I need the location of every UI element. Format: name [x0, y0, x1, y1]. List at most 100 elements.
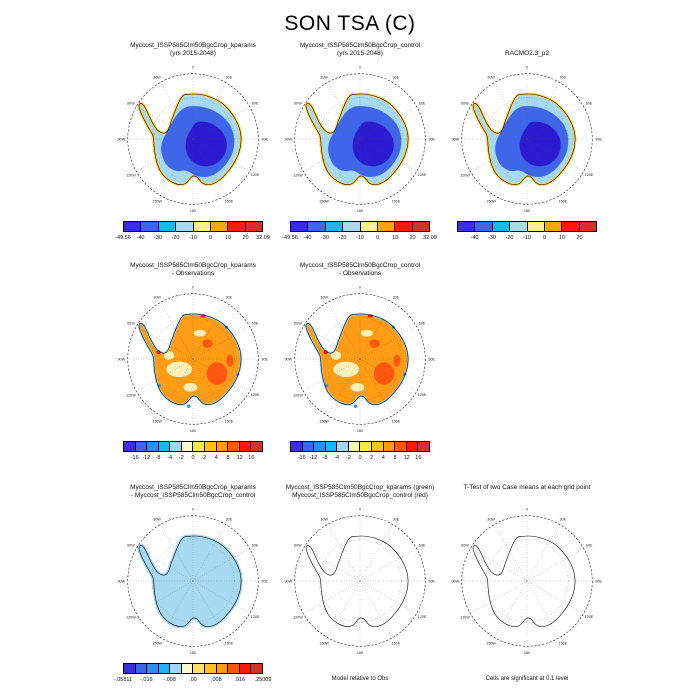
panel-title: Myccost_ISSP585Clm50BgcCrop_kparams - Ob…: [105, 262, 281, 279]
svg-text:120E: 120E: [251, 615, 260, 619]
panel-racmo-field: RACMO2.3_p2 0 30E 60E 90E 120E 150E 180 150W 120…: [439, 42, 615, 243]
svg-text:120W: 120W: [293, 173, 303, 177]
svg-text:60W: 60W: [461, 543, 469, 547]
antarctica-map: 0 30E 60E 90E 120E 150E 180 150W 120W 90W 60W 30W: [281, 60, 439, 218]
colorbar-segment: [124, 222, 142, 231]
svg-text:0: 0: [359, 66, 361, 70]
colorbar-segment: [210, 222, 229, 231]
colorbar-segment: [325, 442, 338, 451]
panel-title: RACMO2.3_p2: [439, 42, 615, 59]
antarctica-map-svg: 0 30E 60E 90E 120E 150E 180 150W 120W 90W 60W 30W: [118, 286, 269, 433]
svg-text:30W: 30W: [320, 75, 328, 79]
svg-text:120W: 120W: [126, 615, 136, 619]
svg-text:150W: 150W: [486, 199, 496, 203]
colorbar-segment: [205, 664, 217, 673]
panel-title-line1: Myccost_ISSP585Clm50BgcCrop_kparams: [130, 262, 256, 269]
svg-text:180: 180: [190, 651, 196, 655]
colorbar-tick-label: -16: [130, 455, 139, 461]
svg-text:0: 0: [192, 66, 194, 70]
panel-kparams-field: Myccost_ISSP585Clm50BgcCrop_kparams (yrs…: [105, 42, 281, 243]
colorbar-segment: [245, 222, 262, 231]
svg-text:180: 180: [357, 429, 363, 433]
svg-text:180: 180: [190, 209, 196, 213]
svg-text:30E: 30E: [393, 517, 400, 521]
antarctica-map: 0 30E 60E 90E 120E 150E 180 150W 120W 90W 60W 30W: [114, 280, 272, 438]
panel-title: Myccost_ISSP585Clm50BgcCrop_kparams (gre…: [272, 484, 448, 501]
colorbar-tick-label: 4: [381, 455, 385, 461]
colorbar-tick-label: 10: [558, 235, 566, 241]
svg-text:120E: 120E: [418, 615, 427, 619]
page-title: SON TSA (C): [284, 12, 416, 35]
svg-text:60E: 60E: [419, 321, 426, 325]
svg-text:150E: 150E: [559, 641, 568, 645]
panel-kparams-minus-obs: Myccost_ISSP585Clm50BgcCrop_kparams - Ob…: [105, 262, 281, 463]
colorbar-segment: [205, 442, 217, 451]
svg-text:180: 180: [524, 651, 530, 655]
colorbar-segment: [510, 222, 528, 231]
colorbar-strip: [290, 441, 430, 452]
svg-text:180: 180: [357, 651, 363, 655]
colorbar-segment: [291, 442, 303, 451]
colorbar-segment: [216, 664, 229, 673]
colorbar-tick-label: 20: [242, 235, 249, 241]
colorbar-tick-label: -20: [505, 235, 514, 241]
svg-text:30W: 30W: [153, 75, 161, 79]
colorbar-tick-label: 2: [203, 455, 207, 461]
svg-text:60W: 60W: [461, 101, 469, 105]
colorbar-tick-label: 16: [415, 455, 422, 461]
svg-text:120W: 120W: [126, 173, 136, 177]
colorbar-segment: [372, 442, 384, 451]
colorbar-strip: [457, 221, 597, 232]
colorbar-tick-label: 8: [393, 455, 397, 461]
colorbar-tick-label: 0: [358, 455, 362, 461]
colorbar-segment: [216, 442, 229, 451]
colorbar-tick-label: -4: [167, 455, 173, 461]
svg-text:60W: 60W: [294, 321, 302, 325]
svg-text:150E: 150E: [392, 419, 401, 423]
colorbar-segment: [360, 222, 378, 231]
colorbar-tick-label: .00: [189, 677, 197, 683]
antarctica-map-svg: 0 30E 60E 90E 120E 150E 180 150W 120W 90W 60W 30W: [285, 66, 436, 213]
colorbar-tick-labels: -16 -12 -8 -4 -2 0 2 4 8 12 16: [290, 455, 430, 463]
svg-text:120W: 120W: [293, 615, 303, 619]
svg-text:150W: 150W: [319, 641, 329, 645]
svg-text:150E: 150E: [225, 419, 234, 423]
svg-text:30E: 30E: [226, 295, 233, 299]
colorbar-segment: [406, 442, 419, 451]
antarctica-map-svg: 0 30E 60E 90E 120E 150E 180 150W 120W 90W 60W 30W: [452, 66, 603, 213]
svg-text:150W: 150W: [319, 419, 329, 423]
svg-text:180: 180: [190, 429, 196, 433]
svg-text:60W: 60W: [294, 543, 302, 547]
colorbar-tick-label: -.05811: [113, 677, 133, 683]
colorbar-tick-labels: -49.56 -40 -30 -20 -10 0 10 20 32.09: [282, 235, 437, 243]
colorbar-tick-label: -2: [345, 455, 351, 461]
footnote-model-relative: Model relative to Obs: [331, 676, 389, 682]
svg-text:150E: 150E: [392, 641, 401, 645]
colorbar-tick-label: -10: [189, 235, 197, 241]
colorbar-tick-labels: -40 -30 -20 -10 0 10 20: [457, 235, 597, 243]
svg-text:30W: 30W: [487, 75, 495, 79]
svg-text:150E: 150E: [225, 199, 234, 203]
colorbar-tick-label: -30: [488, 235, 496, 241]
colorbar-tick-label: 32.09: [423, 235, 437, 241]
colorbar-strip: [123, 221, 263, 232]
svg-text:60E: 60E: [419, 543, 426, 547]
colorbar-segment: [337, 442, 349, 451]
svg-text:0: 0: [526, 66, 528, 70]
colorbar-segment: [251, 442, 262, 451]
colorbar-tick-label: .008: [210, 677, 222, 683]
colorbar-segment: [239, 442, 252, 451]
colorbar-tick-label: -40: [470, 235, 479, 241]
colorbar-segment: [314, 442, 326, 451]
colorbar-segment: [135, 664, 148, 673]
colorbar-tick-label: -20: [171, 235, 180, 241]
svg-text:30W: 30W: [153, 295, 161, 299]
colorbar-segment: [239, 664, 252, 673]
colorbar-segment: [181, 664, 194, 673]
panel-kparams-minus-control: Myccost_ISSP585Clm50BgcCrop_kparams - My…: [105, 484, 281, 685]
svg-text:90W: 90W: [285, 137, 293, 141]
colorbar-tick-label: -10: [356, 235, 364, 241]
svg-text:30W: 30W: [320, 517, 328, 521]
colorbar-tick-label: -49.56: [115, 235, 131, 241]
svg-text:30W: 30W: [153, 517, 161, 521]
